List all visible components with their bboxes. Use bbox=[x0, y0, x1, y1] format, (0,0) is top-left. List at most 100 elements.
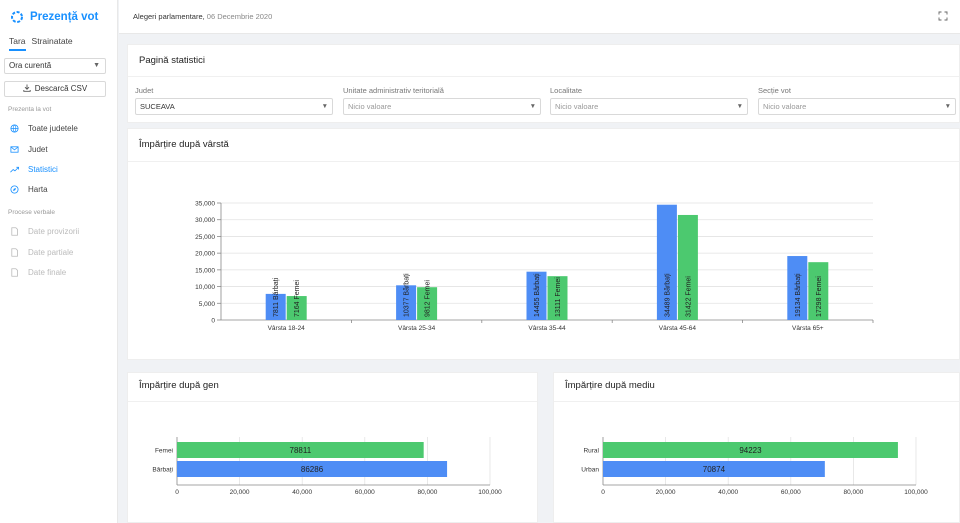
sidebar-item-label: Statistici bbox=[28, 164, 58, 174]
y-tick-label: 15,000 bbox=[195, 267, 215, 274]
bar-data-label: 13111 Femei bbox=[555, 277, 562, 317]
bar-data-label: 9812 Femei bbox=[425, 280, 432, 317]
y-tick-label: 30,000 bbox=[195, 217, 215, 224]
category-label: Femei bbox=[155, 448, 173, 455]
bar-barbati bbox=[656, 204, 677, 320]
bar-data-label: 7811 Bărbați bbox=[273, 277, 280, 317]
bar-barbati bbox=[526, 271, 547, 320]
bar-data-label: 31422 Femei bbox=[685, 276, 692, 317]
moment-select[interactable]: Ora curentă ▼ bbox=[4, 58, 106, 74]
chevron-down-icon: ▼ bbox=[529, 103, 536, 110]
gender-bar-chart: 0 20,000 40,000 60,000 80,000 100,000 Femei 788… bbox=[152, 437, 502, 496]
localitate-select[interactable]: Nicio valoare ▼ bbox=[550, 98, 748, 115]
sidebar-item-judet[interactable]: Judet bbox=[0, 139, 117, 159]
bar-data-label: 7164 Femei bbox=[294, 280, 301, 317]
compass-icon bbox=[10, 184, 19, 194]
bar-barbati bbox=[396, 285, 417, 320]
x-tick-label: 20,000 bbox=[230, 489, 250, 496]
download-csv-button[interactable]: Descarcă CSV bbox=[4, 81, 106, 97]
stats-filter-card: Pagină statistici Judet SUCEAVA ▼ Unitat… bbox=[127, 44, 960, 123]
sidebar-item-label: Date partiale bbox=[28, 247, 74, 257]
moment-select-value: Ora curentă bbox=[9, 61, 52, 70]
card-divider bbox=[128, 76, 959, 77]
file-icon bbox=[11, 247, 18, 257]
x-tick-label: 100,000 bbox=[904, 489, 928, 496]
uat-select-value: Nicio valoare bbox=[348, 102, 392, 111]
x-tick-label: Vârsta 25-34 bbox=[398, 325, 436, 332]
app-title: Prezență vot bbox=[30, 11, 99, 23]
x-tick-label: 80,000 bbox=[843, 489, 863, 496]
x-tick-label: Vârsta 65+ bbox=[792, 325, 824, 332]
bar-data-label: 14455 Bărbați bbox=[534, 273, 541, 317]
bar-femei bbox=[417, 287, 438, 320]
sidebar-item-date-provizorii[interactable]: Date provizorii bbox=[0, 221, 117, 241]
sectie-vot-select-value: Nicio valoare bbox=[763, 102, 807, 111]
chevron-down-icon: ▼ bbox=[944, 103, 951, 110]
sidebar-item-label: Date provizorii bbox=[28, 226, 80, 236]
election-breadcrumb: Alegeri parlamentare, 06 Decembrie 2020 bbox=[133, 12, 272, 21]
y-tick-label: 10,000 bbox=[195, 284, 215, 291]
filter-sectie-vot: Secție vot Nicio valoare ▼ bbox=[758, 86, 956, 115]
y-tick-label: 5,000 bbox=[199, 301, 216, 308]
sidebar-item-statistici[interactable]: Statistici bbox=[0, 159, 117, 179]
x-tick-label: Vârsta 45-64 bbox=[659, 325, 697, 332]
y-tick-label: 35,000 bbox=[195, 201, 215, 208]
judet-select[interactable]: SUCEAVA ▼ bbox=[135, 98, 333, 115]
file-icon bbox=[11, 267, 18, 277]
sidebar-item-label: Date finale bbox=[28, 267, 67, 277]
mail-icon bbox=[10, 145, 19, 153]
bar-bărbați bbox=[177, 461, 448, 477]
filter-label: Unitate administrativ teritorială bbox=[343, 86, 444, 95]
age-chart-card: Împărțire după vârstă 0 5,000 10,000 15,000… bbox=[127, 128, 960, 360]
sidebar-item-label: Harta bbox=[28, 184, 48, 194]
x-tick-label: 0 bbox=[601, 489, 605, 496]
y-tick-label: 0 bbox=[211, 318, 215, 325]
sidebar-item-label: Toate judetele bbox=[28, 123, 78, 133]
bar-femei bbox=[677, 214, 698, 320]
sidebar-item-label: Judet bbox=[28, 144, 48, 154]
card-divider bbox=[554, 401, 959, 402]
bar-data-label: 19134 Bărbați bbox=[795, 273, 802, 317]
bar-data-label: 70874 bbox=[703, 465, 726, 474]
filter-label: Localitate bbox=[550, 86, 583, 95]
sidebar-item-toate-judetele[interactable]: Toate judetele bbox=[0, 118, 117, 138]
download-csv-label: Descarcă CSV bbox=[34, 84, 88, 93]
sectie-vot-select[interactable]: Nicio valoare ▼ bbox=[758, 98, 956, 115]
bar-rural bbox=[603, 442, 898, 458]
bar-femei bbox=[547, 276, 568, 320]
uat-select[interactable]: Nicio valoare ▼ bbox=[343, 98, 541, 115]
trend-icon bbox=[10, 166, 19, 172]
x-tick-label: 0 bbox=[175, 489, 179, 496]
chevron-down-icon: ▼ bbox=[321, 103, 328, 110]
judet-select-value: SUCEAVA bbox=[140, 102, 175, 111]
x-tick-label: 40,000 bbox=[292, 489, 312, 496]
category-label: Rural bbox=[583, 448, 599, 455]
brand[interactable]: Prezență vot bbox=[0, 0, 117, 34]
card-divider bbox=[128, 401, 537, 402]
x-tick-label: 60,000 bbox=[355, 489, 375, 496]
x-tick-label: 60,000 bbox=[781, 489, 801, 496]
globe-icon bbox=[10, 123, 19, 133]
x-tick-label: 40,000 bbox=[718, 489, 738, 496]
fullscreen-icon[interactable] bbox=[938, 11, 948, 21]
sidebar-item-date-finale[interactable]: Date finale bbox=[0, 262, 117, 282]
gender-chart-title: Împărțire după gen bbox=[139, 380, 219, 391]
page-title: Pagină statistici bbox=[139, 55, 206, 66]
download-icon bbox=[23, 84, 31, 92]
bar-femei bbox=[286, 296, 307, 320]
filter-localitate: Localitate Nicio valoare ▼ bbox=[550, 86, 748, 115]
bar-data-label: 10377 Bărbați bbox=[404, 273, 411, 317]
sidebar-item-date-partiale[interactable]: Date partiale bbox=[0, 242, 117, 262]
bar-data-label: 17298 Femei bbox=[816, 276, 823, 317]
tab-strainatate[interactable]: Strainatate bbox=[31, 36, 73, 46]
x-tick-label: 100,000 bbox=[478, 489, 502, 496]
bar-data-label: 78811 bbox=[290, 446, 312, 455]
top-header: Alegeri parlamentare, 06 Decembrie 2020 bbox=[119, 0, 960, 34]
bar-barbati bbox=[787, 256, 808, 320]
tab-tara[interactable]: Tara bbox=[9, 36, 26, 51]
section-label-verbal: Procese verbale bbox=[8, 209, 55, 216]
gender-chart-card: Împărțire după gen 0 20,000 40,000 60,000 80… bbox=[127, 372, 538, 523]
localitate-select-value: Nicio valoare bbox=[555, 102, 599, 111]
sidebar-item-harta[interactable]: Harta bbox=[0, 179, 117, 199]
chevron-down-icon: ▼ bbox=[93, 62, 100, 69]
